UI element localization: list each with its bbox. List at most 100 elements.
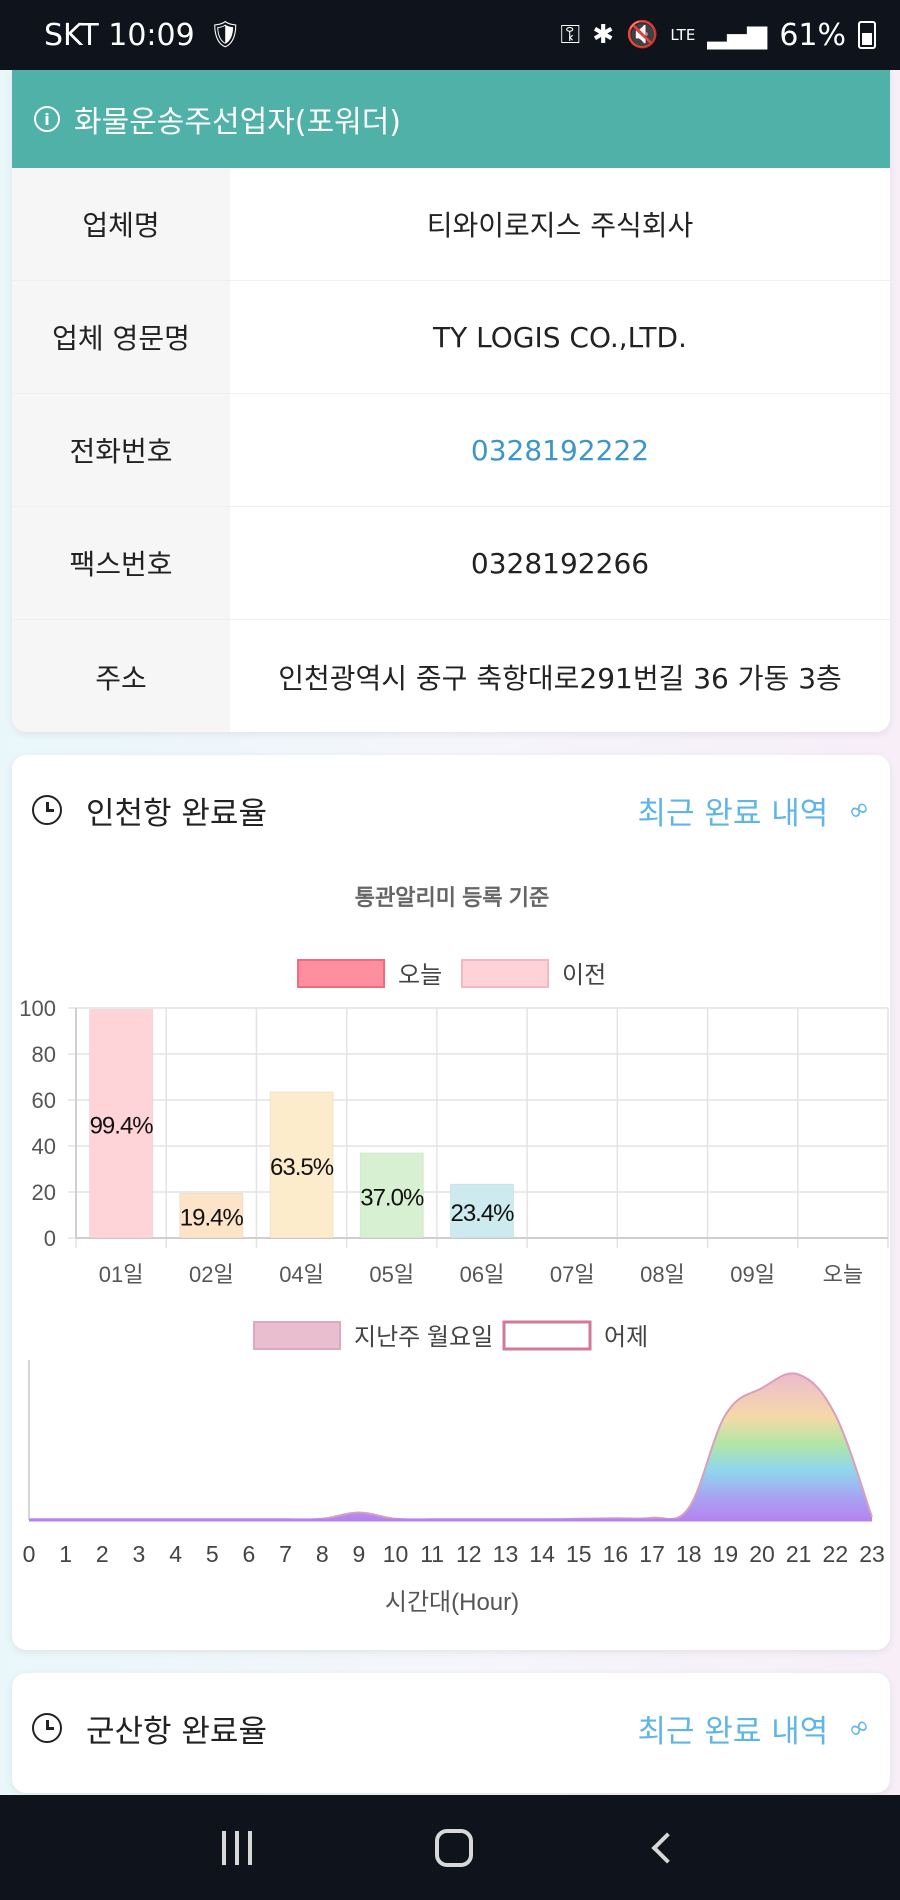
- incheon-title: 인천항 완료율: [86, 795, 267, 832]
- home-button[interactable]: [434, 1828, 473, 1867]
- bar-value-label: 99.4%: [90, 1113, 154, 1140]
- y-tick-label: 0: [44, 1226, 56, 1251]
- x-tick-label: 오늘: [823, 1262, 863, 1287]
- english-name-value: TY LOGIS CO.,LTD.: [433, 320, 687, 354]
- key-icon: ⚿: [560, 19, 581, 50]
- hour-tick-label: 22: [823, 1541, 849, 1567]
- hour-tick-label: 23: [859, 1541, 885, 1567]
- hour-tick-label: 5: [206, 1541, 219, 1567]
- bar: [179, 1192, 244, 1239]
- incheon-recent-link[interactable]: 최근 완료 내역 ∞: [637, 788, 877, 833]
- legend-swatch-yesterday: [502, 1320, 592, 1351]
- status-bar: SKT 10:09 🛡 ⚿ ✱ 🔇 LTE ▂▄▆ 61%: [0, 0, 900, 70]
- address-value: 인천광역시 중구 축항대로291번길 36 가동 3층: [278, 661, 842, 695]
- y-tick-label: 40: [32, 1134, 56, 1159]
- bar: [89, 1008, 154, 1239]
- recent-link-label: 최근 완료 내역: [637, 795, 829, 832]
- company-name-value: 티와이로지스 주식회사: [426, 209, 694, 242]
- y-tick-label: 80: [32, 1042, 56, 1067]
- carrier-time: SKT 10:09: [44, 17, 195, 53]
- back-button[interactable]: [651, 1831, 683, 1864]
- info-row-company-name: 업체명 티와이로지스 주식회사: [12, 168, 890, 281]
- hour-tick-label: 6: [243, 1541, 256, 1567]
- info-label: 팩스번호: [12, 507, 230, 619]
- hour-tick-label: 16: [603, 1541, 629, 1567]
- hour-tick-label: 3: [133, 1541, 146, 1567]
- hour-tick-label: 14: [529, 1541, 555, 1567]
- info-row-english-name: 업체 영문명 TY LOGIS CO.,LTD.: [12, 281, 890, 394]
- legend-label-today: 오늘: [398, 962, 442, 989]
- hour-tick-label: 20: [749, 1541, 775, 1567]
- hour-tick-label: 15: [566, 1541, 592, 1567]
- x-tick-label: 07일: [550, 1262, 595, 1287]
- bluetooth-icon: ✱: [592, 20, 614, 50]
- y-tick-label: 100: [19, 996, 56, 1021]
- bar-value-label: 19.4%: [180, 1205, 244, 1232]
- signal-icon: ▂▄▆: [707, 20, 768, 50]
- hour-tick-label: 7: [279, 1541, 292, 1567]
- bar-value-label: 63.5%: [270, 1154, 334, 1181]
- legend-swatch-today: [297, 959, 385, 988]
- hour-tick-label: 8: [316, 1541, 329, 1567]
- area-x-axis-label: 시간대(Hour): [385, 1589, 519, 1616]
- gunsan-card-header: 군산항 완료율 최근 완료 내역 ∞: [12, 1673, 890, 1783]
- x-tick-label: 01일: [99, 1262, 144, 1287]
- legend-label-previous: 이전: [562, 962, 606, 989]
- navigation-bar: [0, 1795, 900, 1900]
- clock-icon: [32, 1713, 62, 1743]
- info-icon: i: [34, 106, 60, 132]
- info-row-fax: 팩스번호 0328192266: [12, 507, 890, 620]
- info-row-phone: 전화번호 0328192222: [12, 394, 890, 507]
- forwarder-header: i 화물운송주선업자(포워더): [12, 70, 890, 168]
- phone-link[interactable]: 0328192222: [470, 433, 650, 467]
- hour-tick-label: 11: [420, 1541, 444, 1567]
- hour-tick-label: 1: [59, 1541, 72, 1567]
- bar-value-label: 23.4%: [450, 1200, 514, 1227]
- legend-label-yesterday: 어제: [604, 1324, 648, 1351]
- bar-value-label: 37.0%: [360, 1184, 424, 1211]
- forwarder-info-card: i 화물운송주선업자(포워더) 업체명 티와이로지스 주식회사 업체 영문명 T…: [12, 70, 890, 732]
- info-label: 주소: [12, 620, 230, 732]
- x-tick-label: 08일: [640, 1262, 685, 1287]
- y-tick-label: 20: [32, 1180, 56, 1205]
- gunsan-recent-link[interactable]: 최근 완료 내역 ∞: [637, 1706, 877, 1751]
- bar: [359, 1152, 424, 1239]
- incheon-card-header: 인천항 완료율 최근 완료 내역 ∞: [12, 755, 890, 865]
- area-series-last-monday: [29, 1373, 872, 1520]
- info-label: 업체명: [12, 168, 230, 280]
- fax-value: 0328192266: [470, 546, 650, 580]
- info-row-address: 주소 인천광역시 중구 축항대로291번길 36 가동 3층: [12, 620, 890, 732]
- gunsan-rate-card: 군산항 완료율 최근 완료 내역 ∞: [12, 1673, 890, 1793]
- hour-tick-label: 19: [713, 1541, 739, 1567]
- link-icon: ∞: [842, 1709, 877, 1747]
- x-tick-label: 06일: [460, 1262, 505, 1287]
- charts-area: 통관알리미 등록 기준 오늘 이전 02040608010099.4%01일19…: [19, 885, 889, 1616]
- legend-swatch-last-monday: [253, 1321, 341, 1350]
- y-tick-label: 60: [32, 1088, 56, 1113]
- recent-apps-button[interactable]: [221, 1830, 252, 1865]
- bar: [269, 1091, 334, 1239]
- bar-chart-title: 통관알리미 등록 기준: [355, 885, 549, 910]
- mute-icon: 🔇: [626, 20, 659, 50]
- hour-tick-label: 9: [352, 1541, 365, 1567]
- hour-tick-label: 21: [786, 1541, 812, 1567]
- x-tick-label: 09일: [730, 1262, 775, 1287]
- bar: [449, 1183, 515, 1239]
- battery-icon: [858, 21, 876, 49]
- recent-link-label: 최근 완료 내역: [637, 1713, 829, 1750]
- x-tick-label: 02일: [189, 1262, 234, 1287]
- hour-tick-label: 0: [23, 1541, 36, 1567]
- gunsan-title: 군산항 완료율: [86, 1713, 267, 1750]
- legend-label-last-monday: 지난주 월요일: [354, 1324, 493, 1351]
- shield-icon: 🛡: [208, 20, 242, 50]
- x-tick-label: 05일: [369, 1262, 414, 1287]
- hour-tick-label: 12: [456, 1541, 482, 1567]
- hour-tick-label: 2: [96, 1541, 109, 1567]
- hour-tick-label: 13: [493, 1541, 519, 1567]
- info-label: 전화번호: [12, 394, 230, 506]
- legend-swatch-previous: [461, 959, 549, 988]
- hour-tick-label: 18: [676, 1541, 702, 1567]
- info-label: 업체 영문명: [12, 281, 230, 393]
- lte-icon: LTE: [670, 26, 696, 44]
- battery-percent: 61%: [779, 17, 846, 53]
